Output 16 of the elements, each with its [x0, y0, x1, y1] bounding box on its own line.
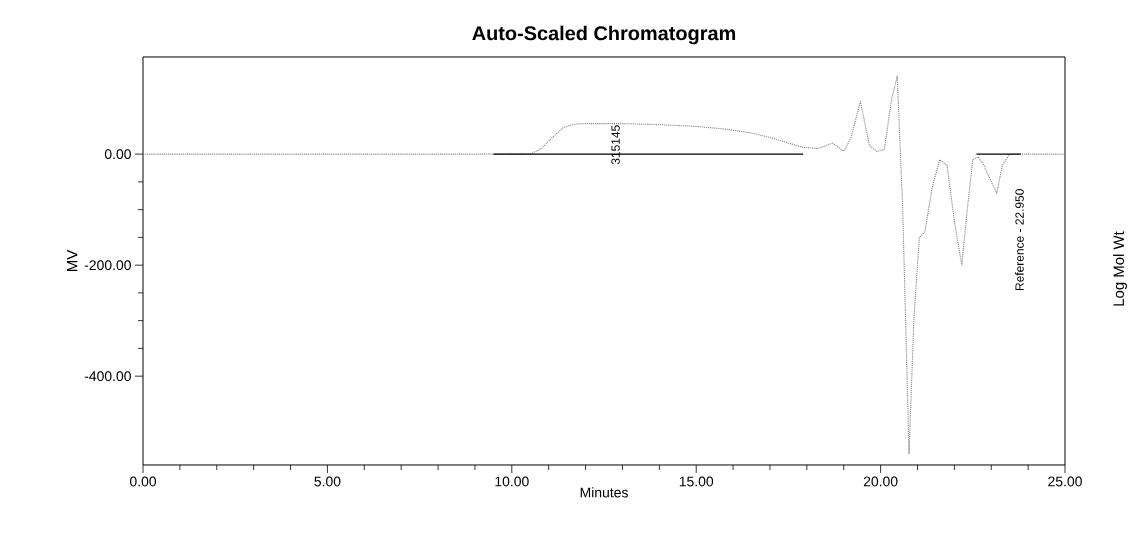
chart-title: Auto-Scaled Chromatogram — [472, 25, 736, 45]
y-tick-label: -200.00 — [84, 260, 131, 271]
x-tick-label: 25.00 — [1048, 476, 1082, 487]
annotation: Reference - 22.950 — [1015, 189, 1024, 290]
x-tick-label: 10.00 — [495, 476, 529, 487]
annotation: 315145 — [611, 125, 620, 165]
y-tick-label: 0.00 — [104, 149, 131, 160]
y2-axis-title: Log Mol Wt — [1113, 231, 1127, 306]
x-tick-label: 15.00 — [679, 476, 714, 487]
x-tick-label: 5.00 — [314, 476, 341, 487]
y-axis-title: MV — [67, 249, 78, 271]
y-tick-label: -400.00 — [84, 371, 131, 382]
line-series — [143, 75, 1066, 455]
x-tick-label: 20.00 — [863, 476, 898, 487]
x-axis-title: Minutes — [580, 487, 628, 498]
x-tick-label: 0.00 — [129, 476, 157, 487]
